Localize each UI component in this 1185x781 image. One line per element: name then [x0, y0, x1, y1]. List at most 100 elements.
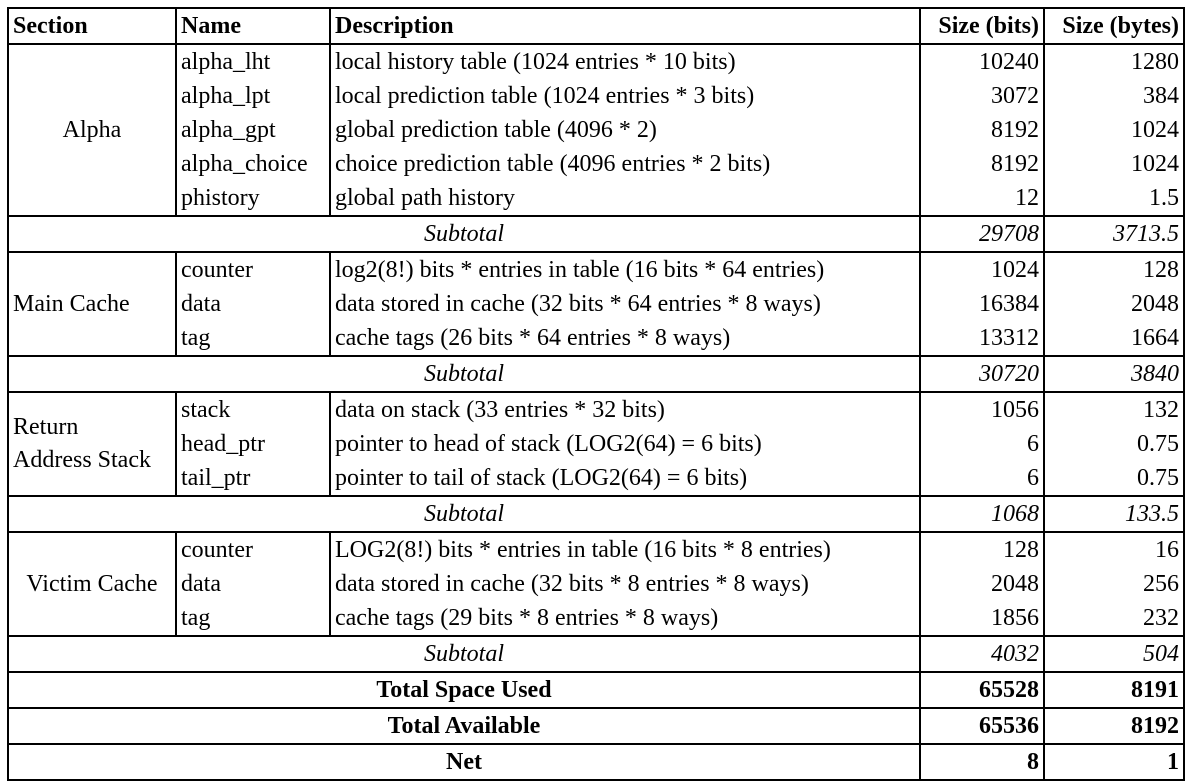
- row-size-bits: 3072: [919, 79, 1045, 113]
- table-row: Main Cache counter log2(8!) bits * entries…: [7, 252, 1185, 357]
- row-size-bytes: 0.75: [1043, 461, 1185, 497]
- table-row: tail_ptr pointer to tail of stack (LOG2(6…: [8, 461, 1185, 497]
- subtotal-row: Subtotal 30720 3840: [7, 355, 1185, 393]
- row-name: data: [175, 287, 331, 321]
- row-description: cache tags (29 bits * 8 entries * 8 ways…: [329, 601, 921, 637]
- row-size-bits: 8192: [919, 147, 1045, 181]
- row-size-bits: 12: [919, 181, 1045, 217]
- row-name: tail_ptr: [175, 461, 331, 497]
- row-size-bytes: 1024: [1043, 147, 1185, 181]
- table-row: alpha_gpt global prediction table (4096 *…: [8, 113, 1185, 147]
- total-bytes: 8192: [1043, 707, 1185, 745]
- row-name: alpha_lht: [175, 44, 331, 79]
- section-name-cell: Return Address Stack: [7, 392, 177, 497]
- total-row: Total Space Used 65528 8191: [7, 671, 1185, 709]
- table-row: Return Address Stack stack data on stack (3…: [7, 392, 1185, 497]
- table-row: Alpha alpha_lht local history table (1024 …: [7, 44, 1185, 217]
- row-size-bits: 1856: [919, 601, 1045, 637]
- row-name: tag: [175, 321, 331, 357]
- table-row: data data stored in cache (32 bits * 64 e…: [8, 287, 1185, 321]
- total-row: Net 8 1: [7, 743, 1185, 781]
- total-bytes: 1: [1043, 743, 1185, 781]
- row-size-bits: 8192: [919, 113, 1045, 147]
- subtotal-bits: 29708: [919, 215, 1045, 253]
- row-size-bytes: 384: [1043, 79, 1185, 113]
- table-row: phistory global path history 12 1.5: [8, 181, 1185, 217]
- subtotal-bytes: 3840: [1043, 355, 1185, 393]
- row-description: choice prediction table (4096 entries * …: [329, 147, 921, 181]
- row-size-bytes: 132: [1043, 392, 1185, 427]
- subtotal-bits: 1068: [919, 495, 1045, 533]
- header-size-bits: Size (bits): [919, 7, 1045, 45]
- total-row: Total Available 65536 8192: [7, 707, 1185, 745]
- row-size-bits: 10240: [919, 44, 1045, 79]
- header-name: Name: [175, 7, 331, 45]
- section-name-cell: Victim Cache: [7, 532, 177, 637]
- subtotal-bytes: 504: [1043, 635, 1185, 673]
- section-name: Return: [13, 414, 79, 440]
- row-size-bits: 16384: [919, 287, 1045, 321]
- row-size-bytes: 1024: [1043, 113, 1185, 147]
- row-description: local history table (1024 entries * 10 b…: [329, 44, 921, 79]
- row-size-bits: 6: [919, 427, 1045, 461]
- row-size-bits: 128: [919, 532, 1045, 567]
- table-row: head_ptr pointer to head of stack (LOG2(6…: [8, 427, 1185, 461]
- total-label: Total Space Used: [7, 671, 921, 709]
- row-size-bytes: 2048: [1043, 287, 1185, 321]
- row-size-bytes: 16: [1043, 532, 1185, 567]
- table-body: Alpha alpha_lht local history table (1024 …: [7, 44, 1185, 781]
- row-size-bytes: 128: [1043, 252, 1185, 287]
- subtotal-bytes: 133.5: [1043, 495, 1185, 533]
- storage-budget-table: Section Name Description Size (bits) Siz…: [7, 7, 1185, 781]
- row-description: pointer to head of stack (LOG2(64) = 6 b…: [329, 427, 921, 461]
- subtotal-bits: 30720: [919, 355, 1045, 393]
- total-bits: 65528: [919, 671, 1045, 709]
- section-name: Main Cache: [13, 290, 130, 317]
- row-size-bytes: 1664: [1043, 321, 1185, 357]
- row-description: pointer to tail of stack (LOG2(64) = 6 b…: [329, 461, 921, 497]
- row-description: local prediction table (1024 entries * 3…: [329, 79, 921, 113]
- subtotal-row: Subtotal 1068 133.5: [7, 495, 1185, 533]
- table-row: alpha_lpt local prediction table (1024 en…: [8, 79, 1185, 113]
- total-label: Total Available: [7, 707, 921, 745]
- section-name: Alpha: [62, 116, 122, 143]
- table-row: tag cache tags (29 bits * 8 entries * 8 w…: [8, 601, 1185, 637]
- row-name: counter: [175, 252, 331, 287]
- subtotal-label: Subtotal: [7, 355, 921, 393]
- subtotal-row: Subtotal 29708 3713.5: [7, 215, 1185, 253]
- row-description: global prediction table (4096 * 2): [329, 113, 921, 147]
- subtotal-label: Subtotal: [7, 495, 921, 533]
- row-description: data stored in cache (32 bits * 64 entri…: [329, 287, 921, 321]
- row-description: data stored in cache (32 bits * 8 entrie…: [329, 567, 921, 601]
- section-name-cell: Alpha: [7, 44, 177, 217]
- table-row: tag cache tags (26 bits * 64 entries * 8 …: [8, 321, 1185, 357]
- row-size-bytes: 0.75: [1043, 427, 1185, 461]
- header-section: Section: [7, 7, 177, 45]
- total-bits: 8: [919, 743, 1045, 781]
- row-description: LOG2(8!) bits * entries in table (16 bit…: [329, 532, 921, 567]
- row-description: log2(8!) bits * entries in table (16 bit…: [329, 252, 921, 287]
- row-name: alpha_gpt: [175, 113, 331, 147]
- total-bytes: 8191: [1043, 671, 1185, 709]
- row-size-bits: 1056: [919, 392, 1045, 427]
- section-name: Address Stack: [13, 447, 151, 473]
- row-size-bits: 2048: [919, 567, 1045, 601]
- header-size-bytes: Size (bytes): [1043, 7, 1185, 45]
- subtotal-bytes: 3713.5: [1043, 215, 1185, 253]
- row-name: data: [175, 567, 331, 601]
- subtotal-label: Subtotal: [7, 215, 921, 253]
- row-name: alpha_lpt: [175, 79, 331, 113]
- table-row: data data stored in cache (32 bits * 8 en…: [8, 567, 1185, 601]
- row-description: global path history: [329, 181, 921, 217]
- row-size-bits: 13312: [919, 321, 1045, 357]
- subtotal-label: Subtotal: [7, 635, 921, 673]
- table-row: alpha_choice choice prediction table (409…: [8, 147, 1185, 181]
- row-name: phistory: [175, 181, 331, 217]
- row-name: counter: [175, 532, 331, 567]
- row-name: tag: [175, 601, 331, 637]
- row-description: data on stack (33 entries * 32 bits): [329, 392, 921, 427]
- row-size-bytes: 1.5: [1043, 181, 1185, 217]
- total-label: Net: [7, 743, 921, 781]
- row-size-bytes: 232: [1043, 601, 1185, 637]
- row-description: cache tags (26 bits * 64 entries * 8 way…: [329, 321, 921, 357]
